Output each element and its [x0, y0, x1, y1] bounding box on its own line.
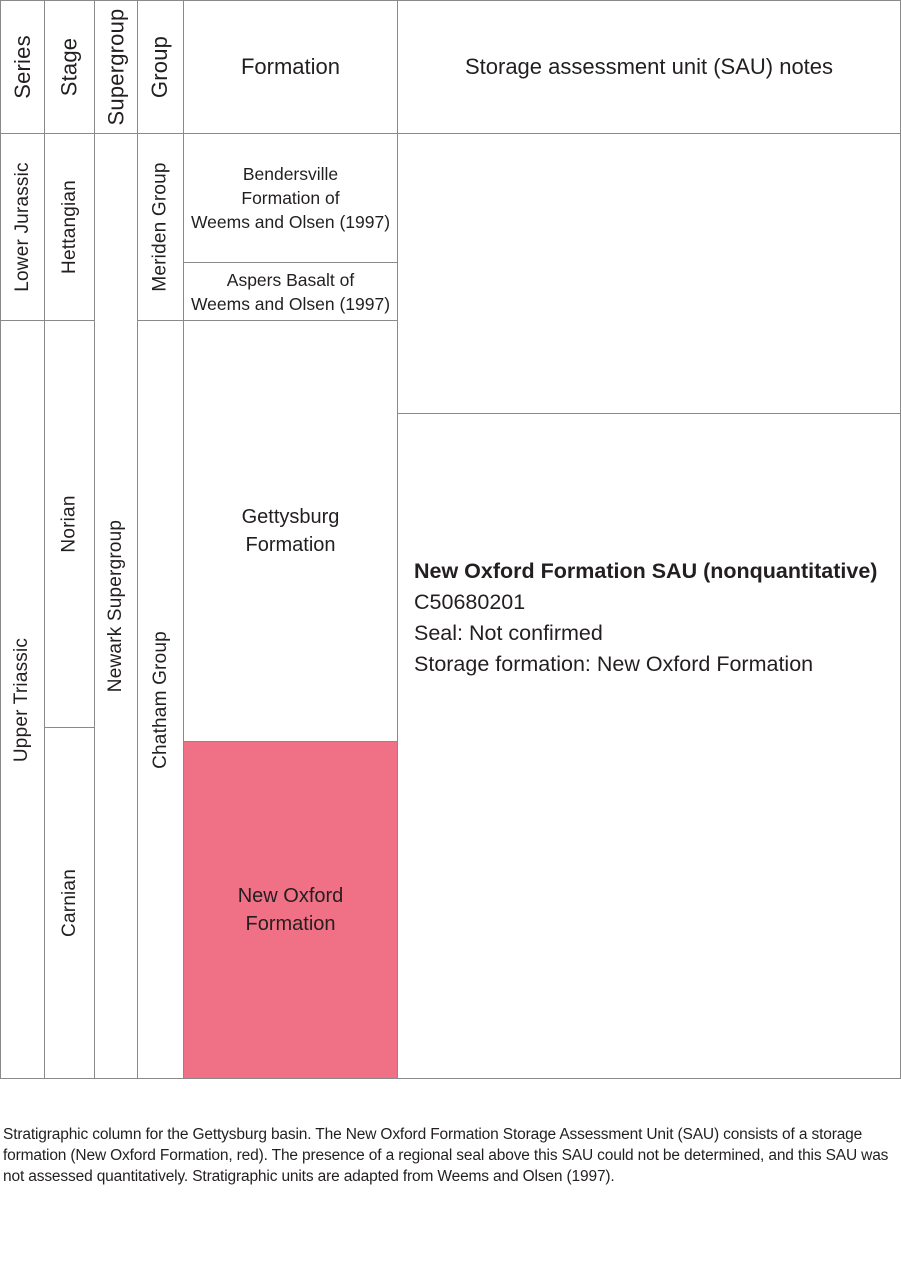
figure-caption: Stratigraphic column for the Gettysburg …	[3, 1126, 889, 1185]
sau-code: C50680201	[414, 590, 526, 614]
sau-seal: Seal: Not confirmed	[414, 621, 603, 645]
formation-line: Formation	[245, 913, 336, 935]
header-supergroup-label: Supergroup	[103, 8, 129, 126]
formation-line: Gettysburg	[241, 506, 340, 528]
supergroup-newark: Newark Supergroup	[94, 133, 138, 1079]
header-supergroup: Supergroup	[94, 0, 138, 134]
formation-gettysburg: Gettysburg Formation	[183, 320, 398, 742]
header-notes-label: Storage assessment unit (SAU) notes	[464, 54, 834, 79]
header-stage-label: Stage	[56, 37, 82, 97]
series-upper-triassic: Upper Triassic	[0, 320, 45, 1079]
series-label: Upper Triassic	[11, 637, 33, 762]
header-group-label: Group	[147, 35, 173, 99]
formation-line: Aspers Basalt of	[226, 269, 355, 290]
stage-norian: Norian	[44, 320, 95, 728]
header-stage: Stage	[44, 0, 95, 134]
stratigraphic-column: Series Stage Supergroup Group Formation …	[0, 0, 901, 1079]
group-label: Chatham Group	[149, 630, 171, 769]
stage-label: Norian	[58, 495, 80, 553]
formation-line: New Oxford	[237, 885, 344, 907]
formation-new-oxford: New Oxford Formation	[183, 741, 398, 1079]
header-group: Group	[137, 0, 184, 134]
formation-bendersville: Bendersville Formation of Weems and Olse…	[183, 133, 398, 263]
group-label: Meriden Group	[149, 162, 171, 292]
group-meriden: Meriden Group	[137, 133, 184, 321]
notes-empty-cell	[397, 133, 901, 414]
supergroup-label: Newark Supergroup	[105, 519, 127, 693]
formation-line: Formation	[245, 534, 336, 556]
notes-sau-cell	[397, 413, 901, 1079]
stage-carnian: Carnian	[44, 727, 95, 1079]
stage-hettangian: Hettangian	[44, 133, 95, 321]
header-notes: Storage assessment unit (SAU) notes	[397, 0, 901, 134]
formation-aspers-basalt: Aspers Basalt of Weems and Olsen (1997)	[183, 262, 398, 321]
group-chatham: Chatham Group	[137, 320, 184, 1079]
formation-line: Formation of	[241, 188, 340, 208]
sau-storage-formation: Storage formation: New Oxford Formation	[414, 652, 814, 676]
series-label: Lower Jurassic	[11, 162, 33, 292]
formation-line: Weems and Olsen (1997)	[190, 293, 391, 314]
formation-line: Weems and Olsen (1997)	[190, 212, 391, 232]
stage-label: Hettangian	[58, 180, 80, 274]
formation-line: Bendersville	[242, 164, 339, 184]
header-formation: Formation	[183, 0, 398, 134]
stage-label: Carnian	[58, 869, 80, 937]
series-lower-jurassic: Lower Jurassic	[0, 133, 45, 321]
sau-title: New Oxford Formation SAU (nonquantitativ…	[414, 559, 878, 583]
header-series: Series	[0, 0, 45, 134]
header-formation-label: Formation	[240, 54, 341, 79]
header-series-label: Series	[9, 35, 35, 99]
sau-notes: New Oxford Formation SAU (nonquantitativ…	[414, 556, 894, 680]
